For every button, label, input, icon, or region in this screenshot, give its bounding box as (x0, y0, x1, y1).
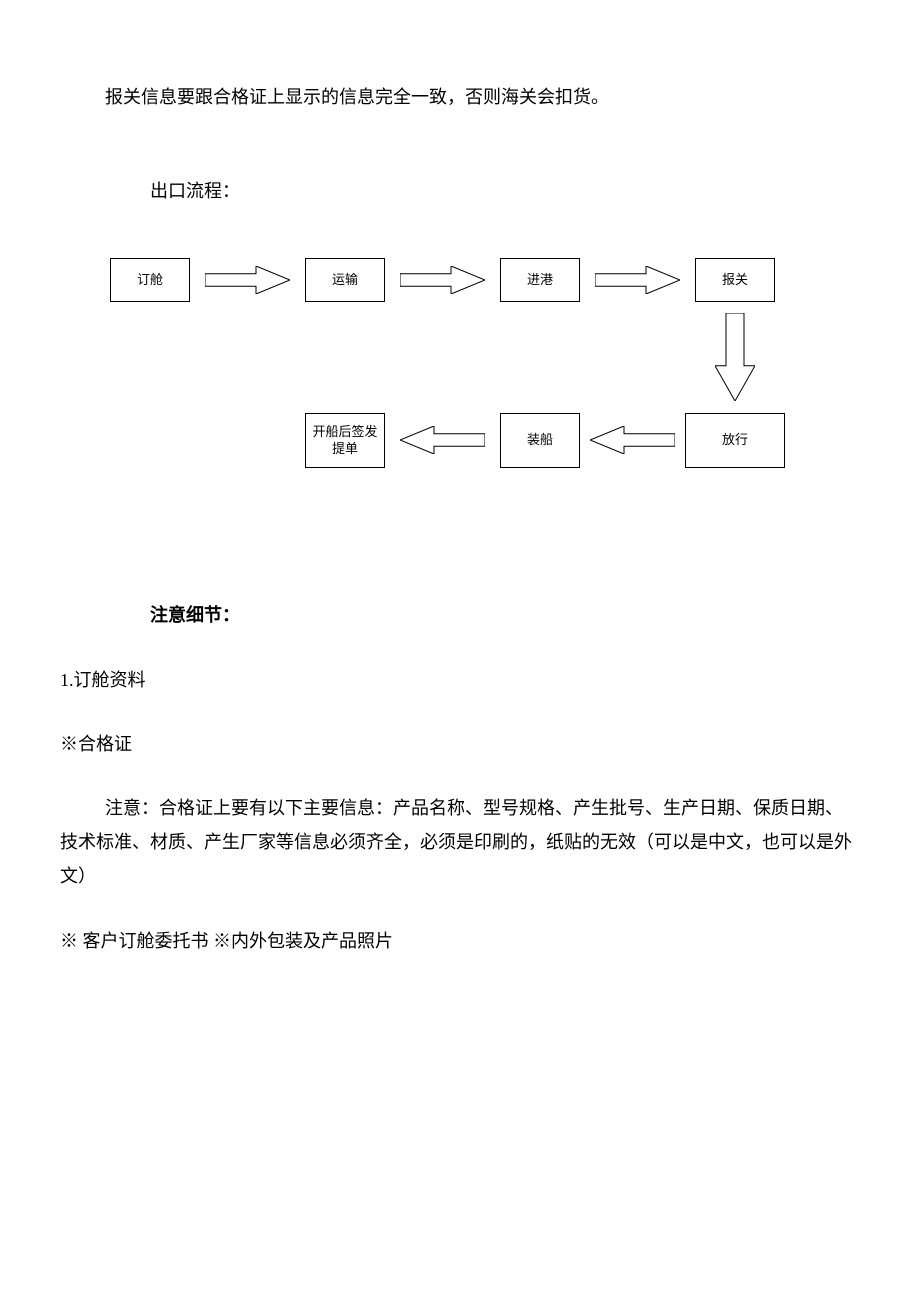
flow-arrow-a4 (715, 313, 755, 401)
notes-heading: 注意细节： (60, 598, 860, 632)
flow-node-n6: 装船 (500, 413, 580, 468)
list-item-1-sub1: ※合格证 (60, 727, 860, 761)
export-process-flowchart: 订舱 运输 进港 报关放行 装船 开船后签发提单 (110, 258, 810, 518)
flow-arrow-a6 (400, 426, 485, 454)
flow-node-n1: 订舱 (110, 258, 190, 302)
flow-node-n2: 运输 (305, 258, 385, 302)
flow-arrow-a1 (205, 266, 290, 294)
intro-warning-text: 报关信息要跟合格证上显示的信息完全一致，否则海关会扣货。 (60, 80, 860, 114)
flow-arrow-a3 (595, 266, 680, 294)
process-heading: 出口流程： (60, 174, 860, 208)
flow-node-n4: 报关 (695, 258, 775, 302)
flow-arrow-a2 (400, 266, 485, 294)
flow-node-n5: 放行 (685, 413, 785, 468)
flow-node-n7: 开船后签发提单 (305, 413, 385, 468)
list-item-1-title: 1.订舱资料 (60, 663, 860, 697)
list-item-1-sub1-note: 注意：合格证上要有以下主要信息：产品名称、型号规格、产生批号、生产日期、保质日期… (60, 791, 860, 894)
document-page: 报关信息要跟合格证上显示的信息完全一致，否则海关会扣货。 出口流程： 订舱 运输 进… (0, 0, 920, 1301)
flow-node-n3: 进港 (500, 258, 580, 302)
flow-arrow-a5 (590, 426, 675, 454)
list-item-1-sub2: ※ 客户订舱委托书 ※内外包装及产品照片 (60, 924, 860, 958)
